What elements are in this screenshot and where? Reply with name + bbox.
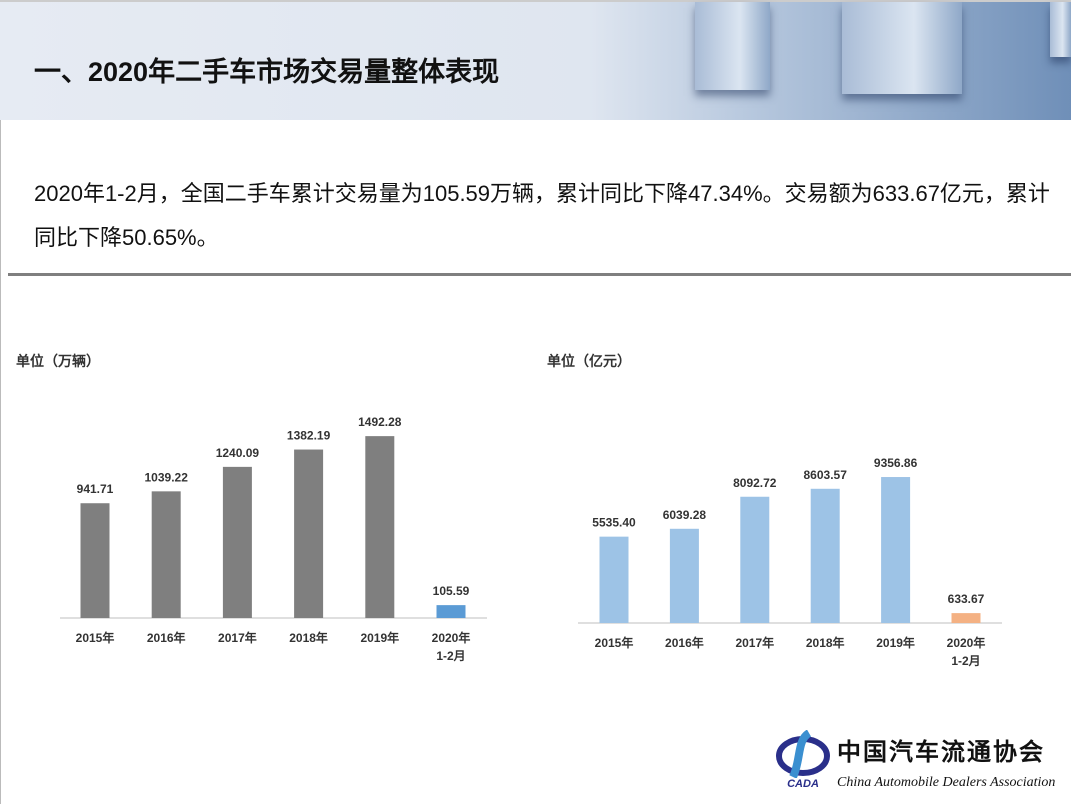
bar xyxy=(810,488,840,623)
data-label: 941.71 xyxy=(77,482,114,496)
x-tick-label: 1-2月 xyxy=(951,654,980,668)
x-tick-label: 2019年 xyxy=(360,630,399,645)
data-label: 6039.28 xyxy=(663,508,707,522)
bar xyxy=(222,466,252,618)
data-label: 1039.22 xyxy=(145,470,189,484)
x-tick-label: 2015年 xyxy=(76,630,115,645)
bar xyxy=(599,536,629,623)
bar xyxy=(881,477,911,623)
bar xyxy=(80,503,110,618)
bar xyxy=(436,605,466,618)
x-tick-label: 2016年 xyxy=(147,630,186,645)
x-tick-label: 2016年 xyxy=(665,635,704,650)
x-tick-label: 2019年 xyxy=(876,635,915,650)
data-label: 9356.86 xyxy=(874,456,918,470)
x-tick-label: 2020年 xyxy=(947,635,986,650)
logo-name-cn: 中国汽车流通协会 xyxy=(837,739,1045,766)
bar xyxy=(669,528,699,623)
cada-logo: CADA 中国汽车流通协会 China Automobile Dealers A… xyxy=(775,730,1055,792)
unit-label: 单位（亿元） xyxy=(547,353,631,369)
slide-border xyxy=(0,120,1,804)
logo-name-en: China Automobile Dealers Association xyxy=(837,775,1056,790)
header-banner: 一、2020年二手车市场交易量整体表现 xyxy=(0,0,1071,120)
decorative-cube xyxy=(1050,2,1071,57)
bar xyxy=(740,496,770,623)
summary-text: 2020年1-2月，全国二手车累计交易量为105.59万辆，累计同比下降47.3… xyxy=(34,181,1050,250)
data-label: 1492.28 xyxy=(358,415,402,429)
logo-text: 中国汽车流通协会 China Automobile Dealers Associ… xyxy=(837,730,1055,792)
x-tick-label: 2018年 xyxy=(806,635,845,650)
x-tick-label: 1-2月 xyxy=(436,649,465,663)
bar xyxy=(294,449,324,618)
unit-label: 单位（万辆） xyxy=(16,353,100,369)
bar xyxy=(951,613,981,623)
cada-logo-icon xyxy=(776,730,830,778)
data-label: 1382.19 xyxy=(287,429,331,443)
bar xyxy=(365,436,395,618)
x-tick-label: 2018年 xyxy=(289,630,328,645)
charts: 单位（万辆） 941.71 2015年 1039.22 2016年 1240.09 2017… xyxy=(16,353,1002,668)
logo-mark: CADA xyxy=(775,730,831,791)
x-tick-label: 2015年 xyxy=(595,635,634,650)
x-tick-label: 2017年 xyxy=(735,635,774,650)
x-tick-label: 2017年 xyxy=(218,630,257,645)
decorative-cube xyxy=(695,2,770,90)
bar xyxy=(151,491,181,618)
data-label: 105.59 xyxy=(433,584,470,598)
divider xyxy=(8,273,1071,276)
x-tick-label: 2020年 xyxy=(432,630,471,645)
logo-abbr: CADA xyxy=(787,778,819,790)
data-label: 5535.40 xyxy=(592,516,636,530)
data-label: 1240.09 xyxy=(216,446,260,460)
data-label: 8092.72 xyxy=(733,476,777,490)
data-label: 8603.57 xyxy=(804,468,848,482)
decorative-cube xyxy=(842,2,962,94)
page-title: 一、2020年二手车市场交易量整体表现 xyxy=(34,57,500,87)
data-label: 633.67 xyxy=(948,592,985,606)
